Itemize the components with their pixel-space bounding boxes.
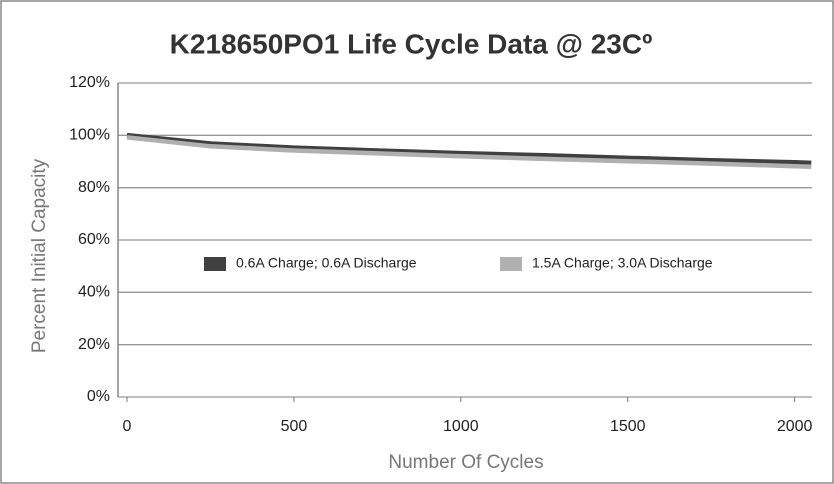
y-tick-label: 120% xyxy=(69,74,110,91)
series-line xyxy=(126,135,812,169)
y-tick-label: 80% xyxy=(78,179,110,196)
legend-label: 1.5A Charge; 3.0A Discharge xyxy=(532,255,713,271)
chart-title: K218650PO1 Life Cycle Data @ 23Cº xyxy=(170,28,653,59)
x-tick-label: 500 xyxy=(281,418,308,435)
x-tick-label: 0 xyxy=(123,418,132,435)
x-tick-label: 2000 xyxy=(777,418,813,435)
y-tick-label: 100% xyxy=(69,127,110,144)
x-axis-title: Number Of Cycles xyxy=(388,452,543,473)
x-tick-label: 1500 xyxy=(610,418,646,435)
y-axis-title: Percent Initial Capacity xyxy=(29,158,50,353)
series-line xyxy=(126,132,812,166)
y-tick-label: 0% xyxy=(87,388,110,405)
y-tick-label: 40% xyxy=(78,284,110,301)
y-tick-label: 20% xyxy=(78,336,110,353)
y-tick-label: 60% xyxy=(78,231,110,248)
legend-swatch xyxy=(204,257,226,271)
legend-label: 0.6A Charge; 0.6A Discharge xyxy=(236,255,417,271)
x-tick-label: 1000 xyxy=(443,418,479,435)
legend-swatch xyxy=(500,257,522,271)
